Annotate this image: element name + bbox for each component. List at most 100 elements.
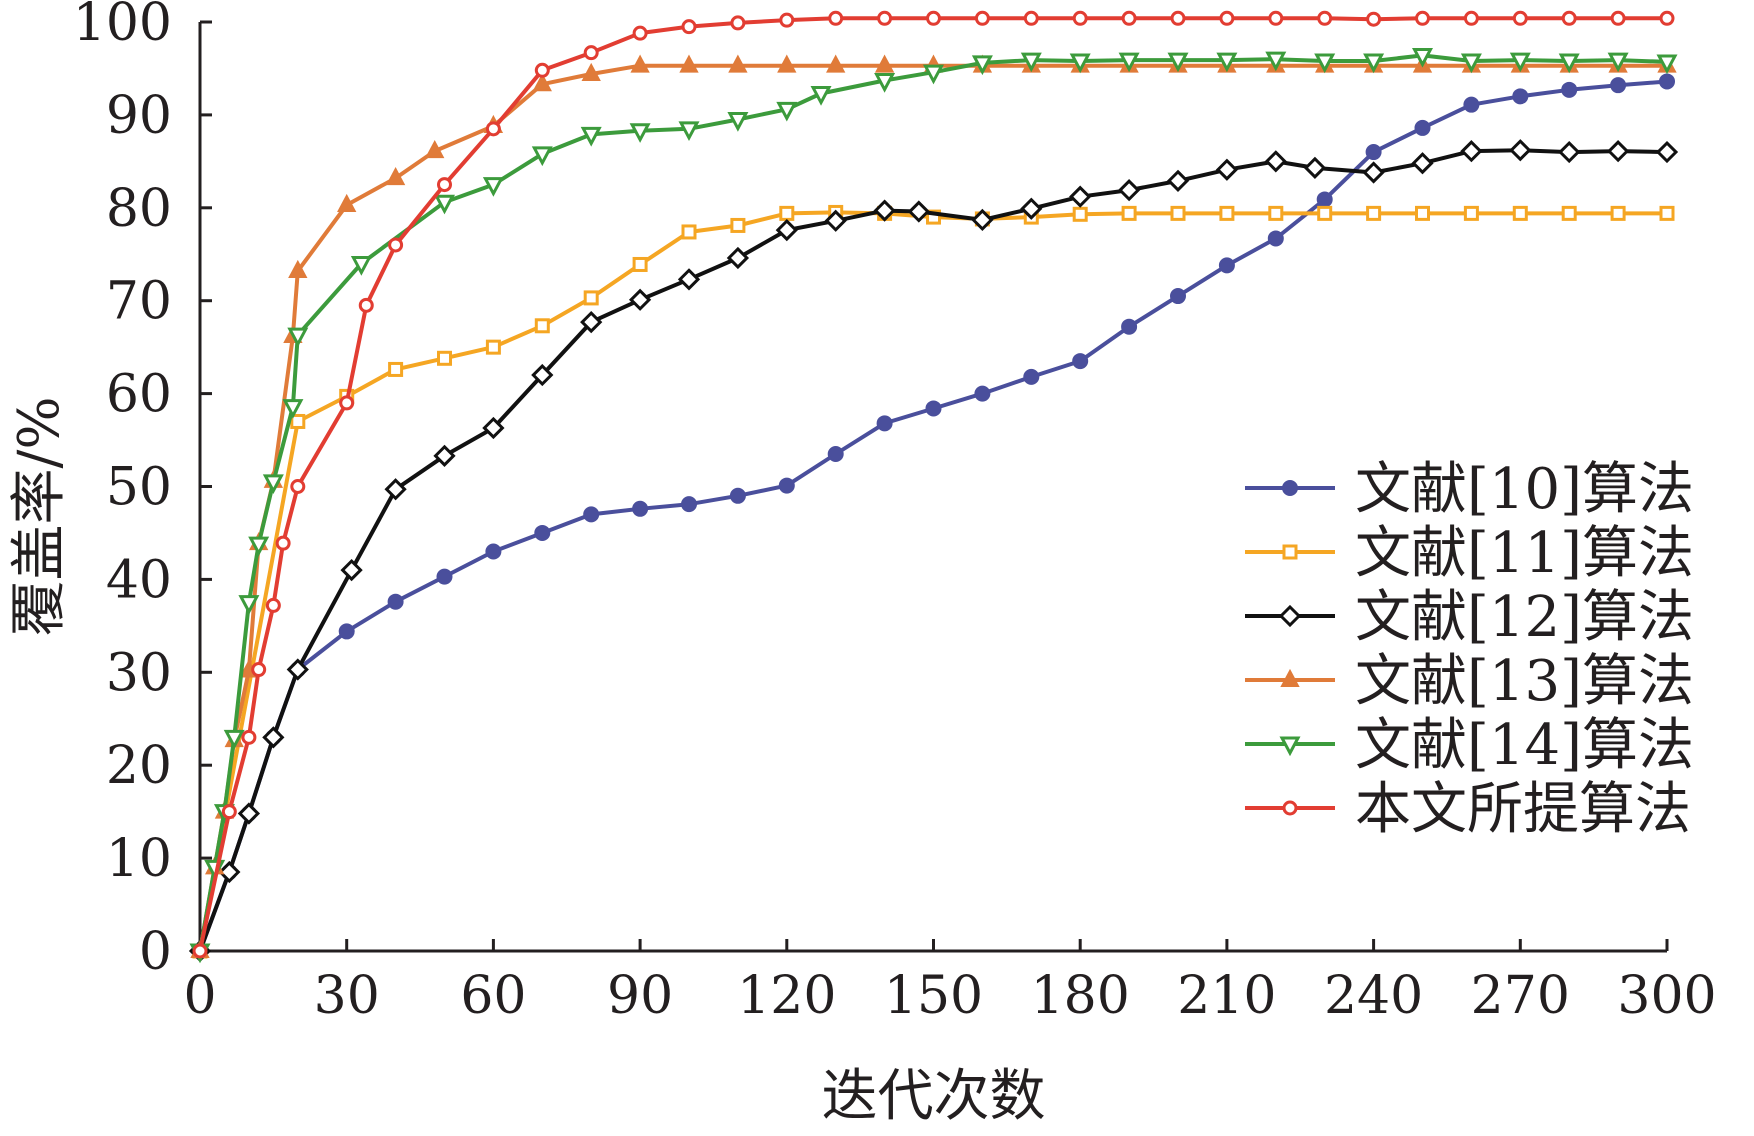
data-point bbox=[387, 593, 404, 610]
data-point bbox=[358, 297, 374, 313]
x-tick-label: 180 bbox=[1031, 966, 1130, 1026]
data-point bbox=[338, 623, 355, 640]
data-point bbox=[1610, 205, 1626, 221]
data-point bbox=[221, 804, 237, 820]
data-point bbox=[583, 290, 599, 306]
x-tick-label: 0 bbox=[183, 966, 216, 1026]
data-point bbox=[218, 860, 241, 884]
data-point bbox=[681, 224, 697, 240]
data-point bbox=[433, 444, 456, 467]
data-point bbox=[727, 112, 749, 132]
data-point bbox=[1121, 10, 1137, 26]
data-point bbox=[1117, 179, 1141, 202]
data-point bbox=[1121, 318, 1138, 335]
data-point bbox=[437, 350, 452, 366]
x-axis-title: 迭代次数 bbox=[822, 1064, 1046, 1129]
data-point bbox=[388, 361, 404, 377]
data-point bbox=[350, 256, 372, 276]
legend-label: 文献[11]算法 bbox=[1355, 521, 1694, 586]
data-point bbox=[485, 121, 501, 137]
data-point bbox=[1023, 10, 1039, 26]
data-point bbox=[1460, 53, 1482, 74]
data-point bbox=[262, 474, 284, 495]
data-point bbox=[1216, 52, 1238, 73]
data-point bbox=[877, 10, 893, 26]
data-point bbox=[677, 268, 701, 291]
data-point bbox=[1659, 10, 1675, 26]
data-point bbox=[583, 506, 600, 523]
data-point bbox=[1069, 53, 1091, 74]
data-point bbox=[531, 363, 554, 387]
data-point bbox=[534, 524, 551, 541]
data-point bbox=[1264, 150, 1287, 173]
axes-layer: 0 10 20 30 40 50 60 70 80 90 100 0 30 60 90 120 150 180 21… bbox=[73, 0, 1717, 1026]
data-point bbox=[730, 217, 746, 233]
data-point bbox=[726, 246, 750, 270]
legend-swatch-marker bbox=[1282, 544, 1298, 560]
data-point bbox=[1219, 205, 1235, 221]
data-point bbox=[1317, 205, 1333, 221]
data-point bbox=[1363, 53, 1385, 74]
data-point bbox=[1460, 140, 1483, 163]
x-tick-label: 120 bbox=[737, 966, 836, 1026]
data-point bbox=[534, 318, 550, 334]
data-point bbox=[926, 10, 941, 26]
data-point bbox=[384, 478, 407, 501]
data-point bbox=[728, 54, 748, 73]
legend-swatch-marker bbox=[1278, 604, 1302, 628]
data-point bbox=[251, 662, 267, 678]
y-tick-label: 70 bbox=[106, 272, 172, 332]
data-point bbox=[778, 477, 795, 494]
data-point bbox=[1655, 140, 1679, 164]
data-point bbox=[1463, 205, 1479, 221]
data-point bbox=[1561, 81, 1578, 98]
y-tick-label: 60 bbox=[106, 365, 172, 425]
data-point bbox=[874, 73, 896, 93]
data-point bbox=[1362, 161, 1385, 184]
data-point bbox=[1118, 52, 1140, 73]
data-point bbox=[385, 166, 406, 186]
y-axis-title: 覆盖率/% bbox=[7, 396, 72, 636]
data-point bbox=[779, 205, 795, 221]
data-point bbox=[1268, 10, 1284, 26]
data-point bbox=[580, 126, 602, 147]
data-point bbox=[1365, 144, 1382, 161]
data-point bbox=[827, 445, 844, 462]
data-point bbox=[974, 385, 991, 402]
data-point bbox=[1072, 206, 1088, 222]
data-point bbox=[1069, 185, 1092, 208]
data-point bbox=[485, 339, 501, 355]
data-point bbox=[1659, 205, 1675, 221]
data-point bbox=[1303, 156, 1327, 179]
data-point bbox=[1268, 205, 1284, 221]
data-point bbox=[1316, 191, 1333, 208]
data-point bbox=[581, 62, 601, 82]
series-line bbox=[198, 16, 1667, 952]
data-point bbox=[532, 73, 552, 92]
data-point bbox=[237, 802, 261, 825]
data-point bbox=[681, 19, 697, 35]
legend-label: 文献[12]算法 bbox=[1355, 585, 1694, 650]
data-point bbox=[223, 729, 245, 750]
data-point bbox=[826, 54, 846, 73]
data-point bbox=[681, 496, 697, 513]
data-point bbox=[241, 729, 257, 745]
data-point bbox=[828, 10, 844, 26]
series-5 bbox=[189, 47, 1678, 964]
data-point bbox=[265, 597, 281, 613]
data-point bbox=[1121, 205, 1137, 221]
y-tick-label: 50 bbox=[106, 458, 172, 518]
legend-swatch-marker bbox=[1279, 736, 1301, 757]
data-point bbox=[1265, 51, 1287, 72]
data-point bbox=[1412, 47, 1433, 68]
data-point bbox=[1512, 205, 1528, 221]
data-point bbox=[971, 55, 993, 76]
data-point bbox=[1170, 288, 1186, 305]
data-point bbox=[876, 415, 893, 432]
data-point bbox=[1463, 10, 1479, 26]
data-point bbox=[1366, 205, 1382, 221]
data-point bbox=[339, 395, 355, 411]
data-point bbox=[262, 726, 285, 749]
data-point bbox=[340, 558, 363, 582]
data-point bbox=[678, 121, 700, 142]
